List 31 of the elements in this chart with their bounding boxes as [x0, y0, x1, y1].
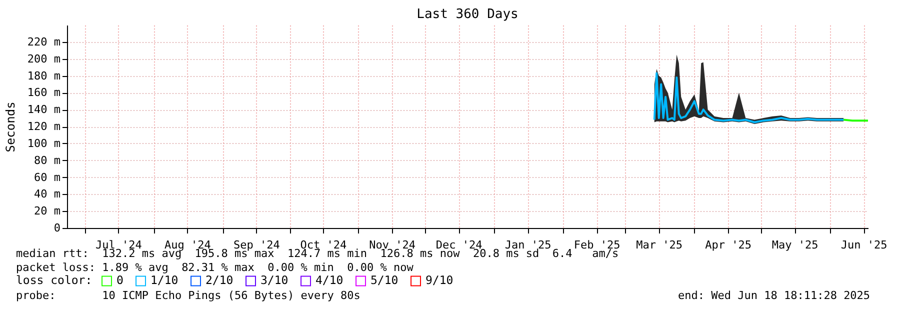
- y-tick-label: 120 m: [27, 120, 61, 133]
- y-tick-label: 180 m: [27, 69, 61, 82]
- y-tick-label: 80 m: [34, 154, 61, 167]
- y-tick-label: 20 m: [34, 204, 61, 218]
- y-tick-label: 40 m: [34, 188, 61, 201]
- legend-label: 2/10: [206, 273, 234, 288]
- legend-label: 1/10: [150, 273, 178, 288]
- x-tick-label: Apr '25: [705, 238, 752, 252]
- x-tick-label: Mar '25: [636, 238, 683, 252]
- y-axis-title: Seconds: [3, 102, 18, 152]
- text: end: Wed Jun 18 18:11:28 2025: [678, 289, 870, 303]
- text: packet loss: 1.89 % avg 82.31 % max 0.00 % min 0.00 % now: [16, 261, 414, 275]
- text: probe: 10 ICMP Echo Pings (56 Bytes) every 80s: [16, 289, 360, 303]
- x-tick-label: Jun '25: [840, 238, 888, 252]
- legend-label: 3/10: [260, 273, 288, 288]
- legend-label: 0: [116, 273, 124, 288]
- y-tick-label: 100 m: [27, 136, 61, 150]
- line-series: [653, 72, 845, 124]
- legend-label: 5/10: [370, 273, 398, 288]
- chart-title: Last 360 Days: [416, 7, 518, 22]
- y-tick-label: 140 m: [27, 103, 61, 116]
- y-tick-label: 60 m: [34, 170, 61, 184]
- y-tick-label: 160 m: [27, 86, 61, 100]
- x-tick-label: Sep '24: [233, 238, 280, 252]
- y-tick-label: 200 m: [27, 52, 61, 66]
- x-tick-label: May '25: [772, 238, 818, 252]
- legend-label: 4/10: [316, 273, 344, 288]
- legend-title: loss color:: [16, 273, 92, 287]
- y-tick-label: 220 m: [27, 35, 61, 48]
- y-tick-label: 0: [54, 222, 60, 234]
- legend-label: 9/10: [426, 273, 454, 288]
